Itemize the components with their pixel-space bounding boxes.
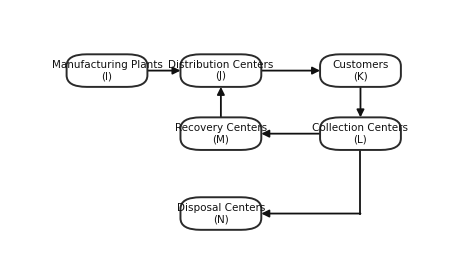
Text: Recovery Centers
(M): Recovery Centers (M) (175, 123, 267, 144)
Text: Distribution Centers
(J): Distribution Centers (J) (168, 60, 273, 81)
Text: Manufacturing Plants
(I): Manufacturing Plants (I) (52, 60, 163, 81)
FancyBboxPatch shape (320, 54, 401, 87)
FancyBboxPatch shape (66, 54, 147, 87)
Text: Collection Centers
(L): Collection Centers (L) (312, 123, 409, 144)
FancyBboxPatch shape (320, 117, 401, 150)
FancyBboxPatch shape (181, 197, 261, 230)
Text: Customers
(K): Customers (K) (332, 60, 389, 81)
Text: Disposal Centers
(N): Disposal Centers (N) (177, 203, 265, 224)
FancyBboxPatch shape (181, 117, 261, 150)
FancyBboxPatch shape (181, 54, 261, 87)
